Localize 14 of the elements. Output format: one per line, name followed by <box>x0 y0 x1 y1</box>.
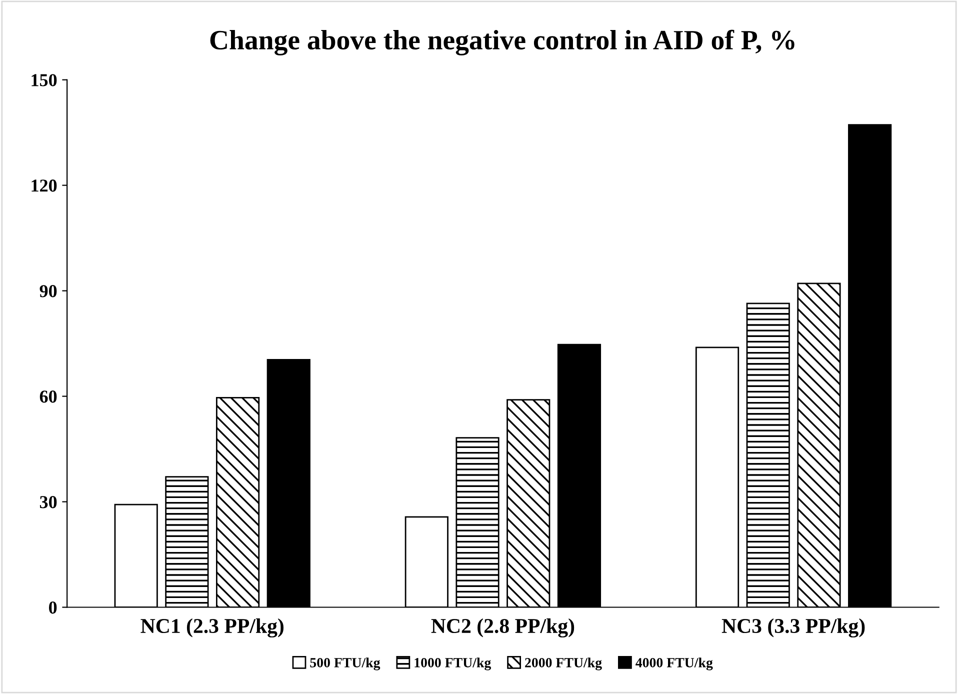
x-tick-label: NC3 (3.3 PP/kg) <box>722 618 865 638</box>
y-tick-label: 60 <box>40 390 57 403</box>
y-tick-label: 120 <box>32 180 57 192</box>
legend-label: 500 FTU/kg <box>310 658 380 670</box>
y-tick-label: 90 <box>40 285 57 298</box>
y-tick-label: 150 <box>32 74 57 86</box>
y-tick-label: 0 <box>49 602 57 614</box>
legend-label: 1000 FTU/kg <box>414 658 492 670</box>
y-tick-label: 30 <box>40 496 57 508</box>
legend-label: 2000 FTU/kg <box>525 658 602 670</box>
x-tick-label: NC2 (2.8 PP/kg) <box>431 618 574 638</box>
chart-title: Change above the negative control in AID of P, % <box>210 30 794 56</box>
legend-label: 4000 FTU/kg <box>636 658 713 670</box>
x-tick-label: NC1 (2.3 PP/kg) <box>140 618 284 638</box>
